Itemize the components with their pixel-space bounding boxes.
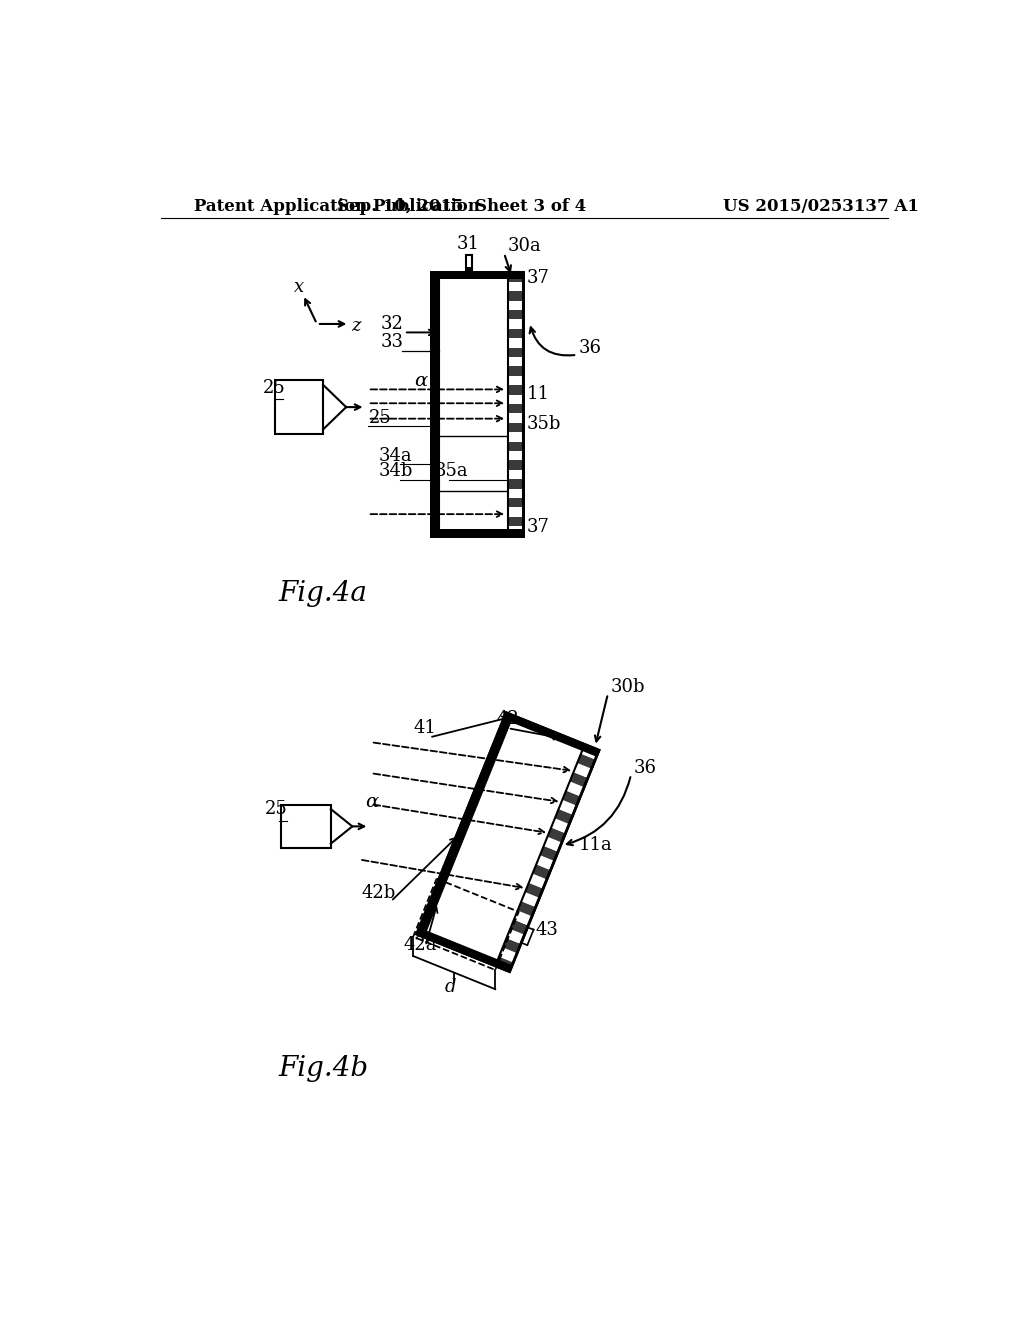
Text: 32: 32 [381, 314, 403, 333]
Polygon shape [532, 865, 551, 879]
Polygon shape [510, 920, 528, 935]
Bar [508, 488, 523, 498]
Polygon shape [573, 763, 592, 777]
Text: US 2015/0253137 A1: US 2015/0253137 A1 [724, 198, 920, 215]
Polygon shape [417, 713, 599, 972]
Bar [508, 367, 523, 376]
Bar [508, 347, 523, 356]
Polygon shape [544, 837, 562, 851]
Text: 30a: 30a [508, 236, 542, 255]
Text: 36: 36 [579, 339, 602, 358]
Polygon shape [569, 772, 588, 787]
Text: Patent Application Publication: Patent Application Publication [194, 198, 479, 215]
Text: 35a: 35a [435, 462, 468, 480]
Polygon shape [562, 791, 581, 805]
Text: 37: 37 [527, 517, 550, 536]
Polygon shape [528, 874, 547, 888]
Bar [508, 432, 523, 442]
Bar [508, 461, 523, 470]
Bar [431, 272, 523, 536]
Text: Fig.4a: Fig.4a [279, 581, 368, 607]
Text: 36: 36 [634, 759, 656, 777]
Bar [431, 272, 438, 536]
Bar [431, 272, 523, 280]
Text: 42a: 42a [403, 936, 437, 954]
Bar [508, 479, 523, 488]
Text: Sep. 10, 2015  Sheet 3 of 4: Sep. 10, 2015 Sheet 3 of 4 [337, 198, 587, 215]
Bar [508, 301, 523, 310]
Polygon shape [578, 754, 595, 768]
Bar [508, 395, 523, 404]
Text: 34b: 34b [379, 462, 413, 480]
Text: z: z [351, 317, 361, 335]
Text: α: α [366, 793, 379, 810]
Bar [508, 442, 523, 451]
Polygon shape [521, 892, 540, 907]
Text: 25: 25 [265, 800, 288, 818]
Text: 37: 37 [527, 269, 550, 288]
Polygon shape [548, 828, 565, 842]
Bar [508, 517, 523, 527]
Polygon shape [540, 846, 558, 861]
Bar [508, 376, 523, 385]
Bar [508, 292, 523, 301]
Text: 42: 42 [497, 710, 519, 729]
Bar [508, 498, 523, 507]
Bar [466, 256, 472, 272]
Bar [508, 413, 523, 422]
Polygon shape [507, 929, 524, 944]
Text: Fig.4b: Fig.4b [279, 1055, 369, 1082]
Text: 35b: 35b [527, 416, 561, 433]
Bar [508, 310, 523, 319]
Polygon shape [537, 855, 554, 870]
Polygon shape [503, 939, 521, 953]
Polygon shape [581, 744, 599, 759]
Text: 11: 11 [527, 384, 550, 403]
Bar [508, 422, 523, 432]
Polygon shape [559, 800, 577, 814]
Text: x: x [294, 277, 304, 296]
Polygon shape [514, 911, 531, 925]
Bar [281, 805, 331, 847]
Bar [508, 281, 523, 292]
Bar [508, 451, 523, 461]
Text: 11a: 11a [579, 836, 612, 854]
Bar [466, 267, 472, 272]
Bar [508, 385, 523, 395]
Text: 25: 25 [263, 379, 286, 397]
Bar [508, 329, 523, 338]
Polygon shape [417, 928, 512, 972]
Bar [508, 356, 523, 367]
Polygon shape [555, 809, 572, 824]
Bar [508, 404, 523, 413]
Polygon shape [551, 818, 569, 833]
Bar [508, 272, 523, 281]
Polygon shape [417, 713, 513, 937]
Text: 30b: 30b [610, 678, 645, 696]
Text: 25: 25 [370, 408, 392, 426]
Bar [431, 272, 523, 536]
Polygon shape [525, 883, 543, 898]
Bar [508, 338, 523, 347]
Bar [431, 529, 523, 536]
Bar [508, 507, 523, 517]
Text: α: α [414, 371, 427, 389]
Bar [275, 380, 323, 434]
Text: 41: 41 [414, 719, 437, 737]
Text: d: d [444, 978, 456, 995]
Text: 42b: 42b [361, 883, 396, 902]
Bar [508, 319, 523, 329]
Polygon shape [504, 713, 599, 756]
Text: 34a: 34a [379, 447, 412, 465]
Polygon shape [499, 948, 517, 962]
Text: 33: 33 [381, 333, 403, 351]
Bar [508, 470, 523, 479]
Text: 43: 43 [536, 921, 559, 939]
Text: 31: 31 [457, 235, 480, 253]
Bar [508, 272, 523, 536]
Polygon shape [518, 902, 536, 916]
Polygon shape [496, 957, 513, 972]
Polygon shape [566, 781, 584, 796]
Bar [508, 527, 523, 536]
